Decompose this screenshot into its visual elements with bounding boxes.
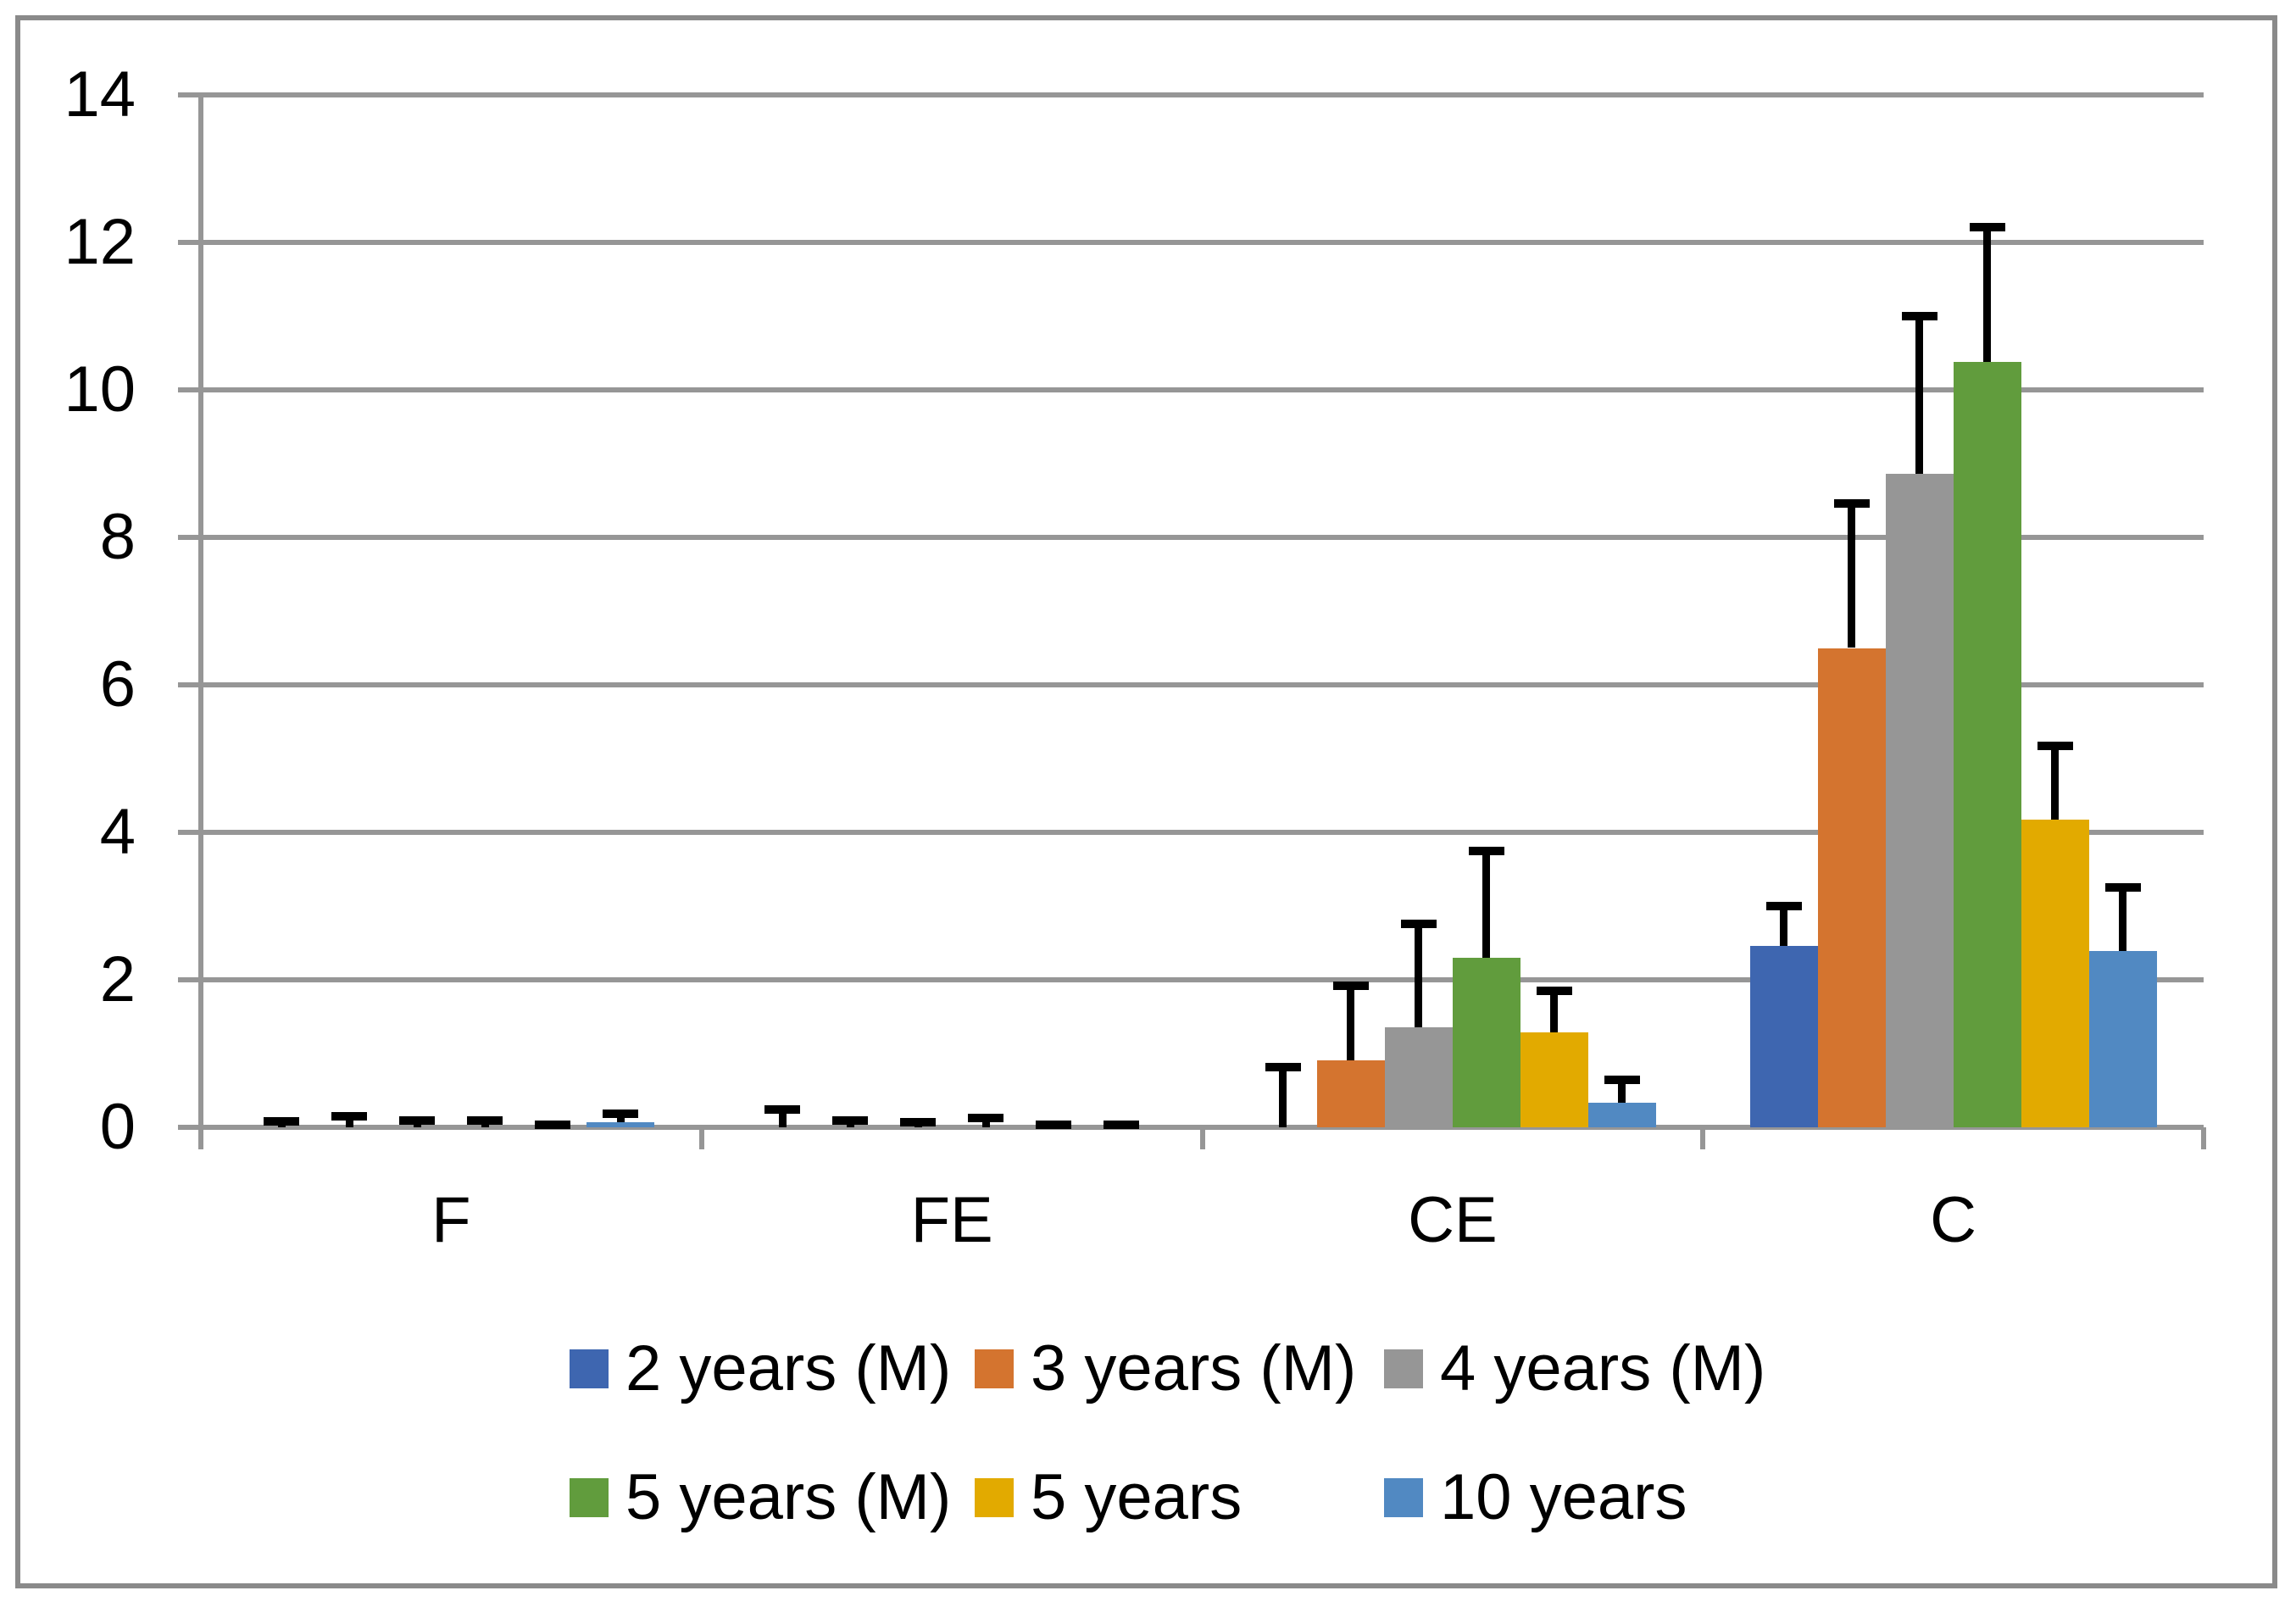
legend-item: 10 years bbox=[1384, 1460, 1687, 1536]
error-bar-cap bbox=[535, 1121, 571, 1130]
bar-C-10-years bbox=[2088, 951, 2157, 1127]
legend-label: 5 years bbox=[1031, 1461, 1243, 1533]
x-category-label: CE bbox=[1408, 1184, 1498, 1256]
error-bar-line bbox=[1915, 311, 1924, 475]
error-bar-cap bbox=[1765, 901, 1802, 910]
legend-swatch bbox=[975, 1349, 1014, 1388]
error-bar-cap bbox=[1332, 981, 1369, 990]
error-bar-cap bbox=[1833, 498, 1870, 508]
y-axis-line bbox=[198, 92, 203, 1149]
error-bar-cap bbox=[900, 1117, 937, 1126]
error-bar-cap bbox=[1104, 1121, 1140, 1130]
y-tick-label: 8 bbox=[99, 501, 136, 573]
bar-CE-5-years bbox=[1520, 1032, 1588, 1127]
error-bar-cap bbox=[968, 1114, 1004, 1123]
x-axis-tick bbox=[1199, 1127, 1205, 1149]
error-bar-line bbox=[1983, 222, 1992, 362]
gridline bbox=[178, 240, 2204, 245]
gridline bbox=[178, 535, 2204, 540]
error-bar-cap bbox=[1036, 1121, 1072, 1130]
x-category-label: F bbox=[431, 1184, 471, 1256]
error-bar-cap bbox=[2037, 741, 2073, 750]
bar-F-10-years bbox=[587, 1121, 655, 1127]
legend-swatch bbox=[570, 1478, 609, 1517]
legend-swatch bbox=[1384, 1349, 1423, 1388]
y-tick-label: 6 bbox=[99, 648, 136, 720]
y-tick-label: 4 bbox=[99, 796, 136, 868]
error-bar-line bbox=[2119, 883, 2127, 952]
error-bar-line bbox=[1415, 919, 1423, 1027]
error-bar-cap bbox=[331, 1111, 368, 1121]
legend-label: 2 years (M) bbox=[625, 1332, 952, 1404]
error-bar-cap bbox=[467, 1115, 503, 1125]
bar-CE-3-years-m- bbox=[1316, 1059, 1385, 1127]
error-bar-line bbox=[1618, 1076, 1626, 1104]
legend-label: 10 years bbox=[1440, 1461, 1687, 1533]
error-bar-line bbox=[1550, 986, 1559, 1032]
gridline bbox=[178, 977, 2204, 982]
legend-item: 5 years (M) bbox=[570, 1460, 951, 1536]
gridline bbox=[178, 92, 2204, 97]
error-bar-line bbox=[1347, 981, 1355, 1060]
legend-swatch bbox=[1384, 1478, 1423, 1517]
legend-label: 5 years (M) bbox=[625, 1461, 952, 1533]
bar-C-4-years-m- bbox=[1885, 474, 1954, 1127]
bar-C-3-years-m- bbox=[1817, 648, 1886, 1127]
y-tick-label: 10 bbox=[64, 353, 136, 425]
x-category-label: FE bbox=[910, 1184, 993, 1256]
error-bar-line bbox=[1482, 847, 1491, 958]
x-axis-tick bbox=[1700, 1127, 1706, 1149]
bar-CE-4-years-m- bbox=[1384, 1026, 1453, 1127]
error-bar-line bbox=[2051, 741, 2060, 820]
error-bar-cap bbox=[1604, 1076, 1640, 1085]
bar-CE-10-years bbox=[1587, 1103, 1656, 1127]
gridline bbox=[178, 1125, 2204, 1130]
error-bar-cap bbox=[399, 1115, 436, 1125]
legend-label: 4 years (M) bbox=[1440, 1332, 1766, 1404]
gridline bbox=[178, 682, 2204, 687]
error-bar-cap bbox=[1969, 222, 2005, 231]
legend-item: 3 years (M) bbox=[975, 1331, 1356, 1407]
x-axis-tick bbox=[2201, 1127, 2206, 1149]
x-axis-tick bbox=[698, 1127, 704, 1149]
error-bar-cap bbox=[1265, 1063, 1301, 1072]
error-bar-cap bbox=[603, 1110, 639, 1119]
legend-swatch bbox=[570, 1349, 609, 1388]
y-tick-label: 2 bbox=[99, 943, 136, 1015]
legend-label: 3 years (M) bbox=[1031, 1332, 1357, 1404]
error-bar-line bbox=[1848, 498, 1856, 648]
error-bar-line bbox=[1279, 1063, 1287, 1127]
error-bar-cap bbox=[832, 1115, 869, 1125]
error-bar-cap bbox=[1400, 919, 1437, 928]
gridline bbox=[178, 830, 2204, 835]
gridline bbox=[178, 387, 2204, 392]
bar-C-5-years bbox=[2021, 820, 2089, 1127]
error-bar-cap bbox=[764, 1104, 801, 1114]
plot-area: 0 2 4 6 8 10 12 14 F FE CE C 2 years (M) 3 years (M) 4… bbox=[20, 20, 2282, 1593]
error-bar-cap bbox=[2104, 883, 2141, 893]
chart-frame: 0 2 4 6 8 10 12 14 F FE CE C 2 years (M) 3 years (M) 4… bbox=[15, 15, 2277, 1588]
y-tick-label: 0 bbox=[99, 1091, 136, 1163]
legend-item: 2 years (M) bbox=[570, 1331, 951, 1407]
legend-swatch bbox=[975, 1478, 1014, 1517]
legend-item: 5 years bbox=[975, 1460, 1242, 1536]
error-bar-cap bbox=[1468, 847, 1504, 856]
bar-C-2-years-m- bbox=[1749, 945, 1818, 1127]
error-bar-line bbox=[1780, 901, 1788, 946]
legend-item: 4 years (M) bbox=[1384, 1331, 1765, 1407]
error-bar-cap bbox=[264, 1116, 300, 1126]
bar-CE-5-years-m- bbox=[1452, 957, 1520, 1127]
x-category-label: C bbox=[1930, 1184, 1977, 1256]
error-bar-cap bbox=[1901, 311, 1937, 320]
error-bar-cap bbox=[1536, 986, 1572, 995]
error-bar-line bbox=[778, 1104, 787, 1127]
bar-C-5-years-m- bbox=[1953, 361, 2021, 1127]
y-tick-label: 12 bbox=[64, 206, 136, 278]
y-tick-label: 14 bbox=[64, 58, 136, 131]
